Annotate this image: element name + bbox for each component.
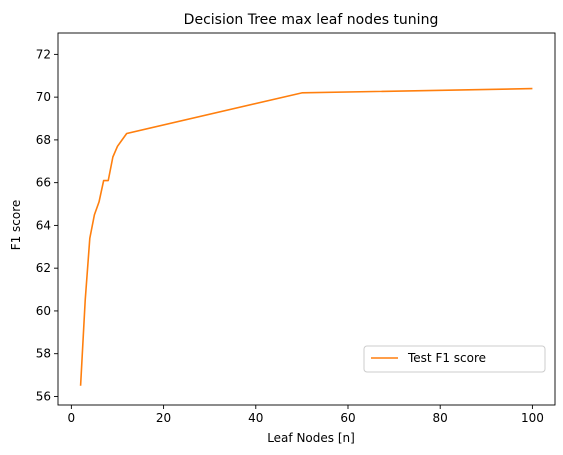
y-axis-ticks: 56 58 60 62 64 66 68 70 72 (36, 47, 58, 403)
legend: Test F1 score (363, 345, 546, 373)
x-tick-label: 40 (248, 411, 263, 425)
plot-frame (57, 32, 556, 406)
y-tick-label: 60 (36, 304, 51, 318)
y-tick-label: 68 (36, 133, 51, 147)
x-axis-ticks: 0 20 40 60 80 100 (68, 405, 544, 425)
y-tick-label: 64 (36, 218, 51, 232)
x-tick-label: 100 (521, 411, 544, 425)
y-tick-label: 72 (36, 47, 51, 61)
y-tick-label: 70 (36, 90, 51, 104)
series-layer (79, 87, 533, 386)
legend-series-label: Test F1 score (407, 351, 486, 365)
x-tick-label: 0 (68, 411, 76, 425)
y-axis-label: F1 score (9, 200, 23, 251)
chart-title: Decision Tree max leaf nodes tuning (184, 12, 439, 28)
y-tick-label: 56 (36, 389, 51, 403)
legend-box (363, 345, 546, 373)
x-tick-label: 80 (433, 411, 448, 425)
x-tick-label: 20 (156, 411, 171, 425)
plot-area (57, 32, 556, 406)
y-tick-label: 58 (36, 347, 51, 361)
x-axis-label: Leaf Nodes [n] (267, 431, 355, 445)
y-tick-label: 62 (36, 261, 51, 275)
x-tick-label: 60 (340, 411, 355, 425)
y-tick-label: 66 (36, 176, 51, 190)
series-line (79, 87, 533, 386)
